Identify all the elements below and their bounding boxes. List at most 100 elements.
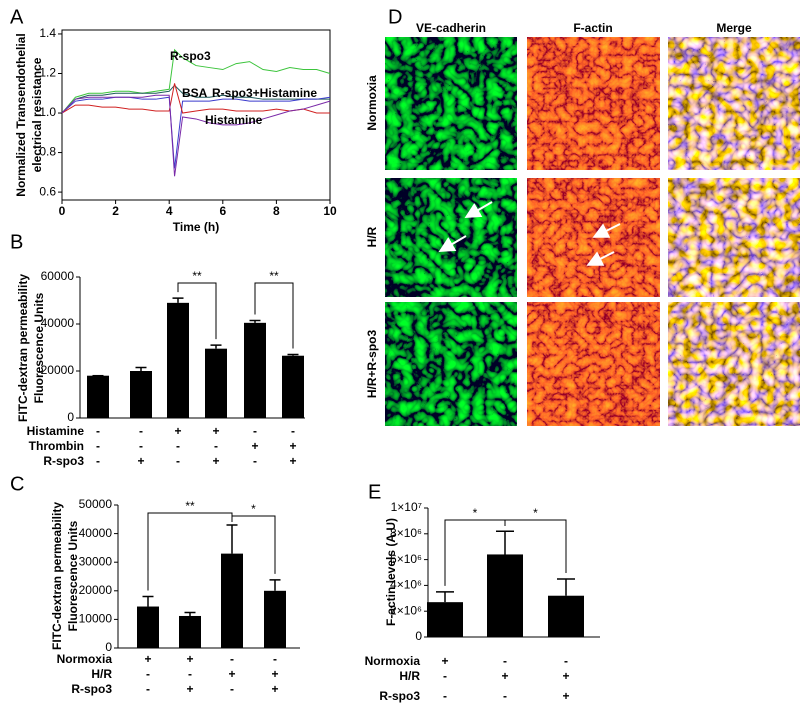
y-tick-label: 1×10⁷: [391, 500, 422, 514]
significance-label: **: [192, 269, 202, 283]
micrograph: [668, 302, 800, 426]
x-tick-label: 6: [219, 204, 226, 218]
error-bar: [172, 297, 184, 303]
condition-sign: +: [271, 682, 278, 696]
bar: [179, 615, 201, 648]
condition-sign: +: [174, 424, 181, 438]
error-bar: [226, 524, 238, 554]
error-bar: [287, 353, 299, 356]
condition-sign: +: [137, 454, 144, 468]
condition-sign: +: [186, 682, 193, 696]
y-tick-label: 0.8: [39, 145, 56, 159]
condition-sign: +: [441, 654, 448, 668]
condition-sign: -: [176, 439, 180, 453]
significance-label: *: [251, 502, 256, 516]
line-series: [61, 94, 331, 177]
condition-sign: -: [503, 654, 507, 668]
y-axis-label: F-actin levels (A.U): [384, 518, 398, 626]
condition-sign: -: [188, 667, 192, 681]
panel-label: E: [368, 481, 381, 503]
condition-sign: +: [562, 689, 569, 703]
significance-label: **: [269, 269, 279, 283]
condition-sign: -: [214, 439, 218, 453]
y-tick-label: 10000: [79, 612, 113, 626]
condition-sign: -: [139, 424, 143, 438]
y-tick-label: 60000: [41, 269, 75, 283]
condition-sign: -: [96, 439, 100, 453]
series-label: R-spo3+Histamine: [212, 86, 317, 100]
micrograph: [385, 178, 517, 297]
y-tick-label: 0.6: [39, 184, 56, 198]
y-tick-label: 0: [67, 410, 74, 424]
bar: [282, 355, 304, 418]
x-tick-label: 10: [323, 204, 337, 218]
condition-sign: -: [253, 424, 257, 438]
y-axis-label: electrical resistance: [30, 57, 44, 172]
y-axis-label: Fluorescence Units: [66, 520, 80, 631]
condition-sign: -: [230, 652, 234, 666]
condition-sign: -: [230, 682, 234, 696]
bar: [137, 606, 159, 648]
condition-sign: -: [503, 689, 507, 703]
bar: [244, 322, 266, 418]
significance-bracket: [254, 282, 294, 349]
significance-bracket: [177, 282, 217, 340]
condition-label: Normoxia: [365, 654, 421, 668]
error-bar: [436, 591, 454, 603]
bar: [427, 602, 463, 637]
significance-label: *: [533, 506, 538, 520]
error-bar: [269, 579, 281, 591]
y-tick-label: 2×10⁶: [390, 603, 422, 617]
condition-sign: +: [562, 669, 569, 683]
line-series: [61, 83, 330, 114]
condition-sign: -: [564, 654, 568, 668]
condition-sign: +: [289, 439, 296, 453]
row-label: H/R: [365, 226, 379, 247]
bar: [548, 595, 584, 637]
y-tick-label: 20000: [79, 583, 113, 597]
y-tick-label: 4×10⁶: [390, 578, 422, 592]
condition-sign: -: [96, 454, 100, 468]
panel-label: A: [10, 6, 24, 28]
condition-label: H/R: [91, 667, 112, 681]
micrograph: [668, 37, 800, 170]
condition-label: Normoxia: [57, 652, 113, 666]
panel-label: C: [10, 473, 24, 495]
condition-sign: -: [443, 669, 447, 683]
condition-sign: +: [501, 669, 508, 683]
micrograph-panel: D VE-cadherin F-actin Merge Normoxia H/R…: [365, 6, 800, 426]
line-series: [61, 96, 331, 169]
column-header: F-actin: [573, 21, 612, 35]
significance-label: **: [185, 499, 195, 513]
condition-sign: +: [212, 424, 219, 438]
condition-label: R-spo3: [379, 689, 420, 703]
bar: [205, 348, 227, 418]
arrow: [592, 223, 621, 238]
y-tick-label: 6×10⁶: [390, 552, 422, 566]
bar: [130, 371, 152, 418]
y-tick-label: 30000: [79, 554, 113, 568]
x-tick-label: 0: [59, 204, 66, 218]
y-tick-label: 40000: [41, 316, 75, 330]
condition-sign: -: [146, 682, 150, 696]
condition-sign: -: [443, 689, 447, 703]
significance-bracket: [231, 515, 276, 574]
y-tick-label: 0: [105, 640, 112, 654]
condition-sign: -: [146, 667, 150, 681]
condition-sign: -: [273, 652, 277, 666]
condition-sign: -: [176, 454, 180, 468]
y-tick-label: 50000: [79, 497, 113, 511]
series-label: BSA: [182, 86, 208, 100]
significance-label: *: [473, 506, 478, 520]
condition-sign: +: [251, 439, 258, 453]
condition-sign: +: [144, 652, 151, 666]
y-tick-label: 20000: [41, 363, 75, 377]
condition-sign: -: [139, 439, 143, 453]
series-label: Histamine: [205, 113, 263, 127]
y-tick-label: 8×10⁶: [390, 526, 422, 540]
y-axis-label: Fluorescence Units: [32, 292, 46, 403]
error-bar: [557, 578, 575, 596]
y-axis-label: FITC-dextran permeability: [16, 274, 30, 422]
panel-label: D: [388, 6, 402, 28]
line-series: [61, 84, 330, 114]
